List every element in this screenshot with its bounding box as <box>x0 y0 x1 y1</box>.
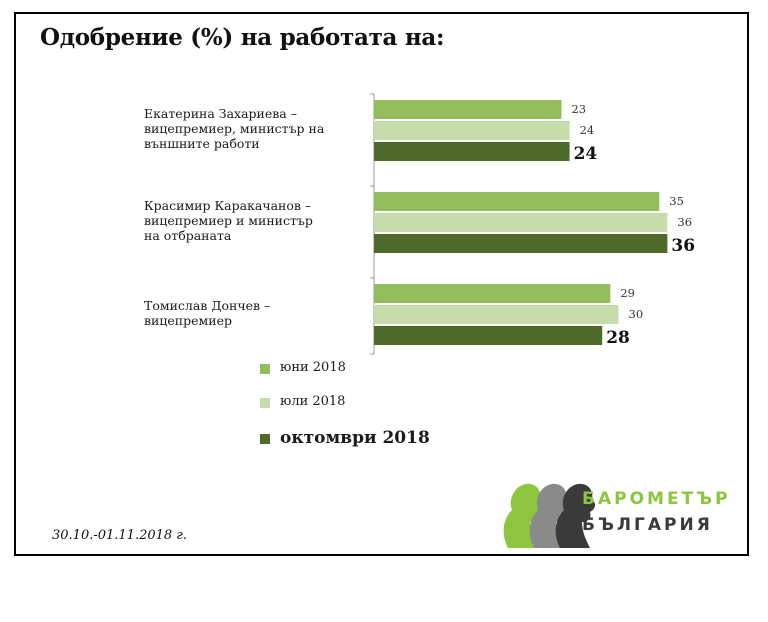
legend-label-1: юли 2018 <box>280 394 346 409</box>
bar-0-2 <box>374 142 570 161</box>
chart-title: Одобрение (%) на работата на: <box>40 24 445 51</box>
category-label-1: Красимир Каракачанов – вицепремиер и мини… <box>144 198 313 243</box>
bar-1-0 <box>374 192 660 211</box>
bar-1-1 <box>374 213 668 232</box>
data-label-1-1: 36 <box>677 215 692 229</box>
category-label-0: Екатерина Захариева – вицепремиер, минист… <box>144 106 325 151</box>
bar-chart: Екатерина Захариева – вицепремиер, минист… <box>144 93 695 355</box>
legend-swatch-1 <box>260 398 270 408</box>
bar-0-0 <box>374 100 562 119</box>
data-label-0-0: 23 <box>571 102 586 116</box>
barometer-bulgaria-logo: БАРОМЕТЪР БЪЛГАРИЯ <box>503 483 731 548</box>
category-label-2: Томислав Дончев – вицепремиер <box>144 298 270 328</box>
legend-label-0: юни 2018 <box>280 360 346 375</box>
data-label-0-1: 24 <box>580 123 595 137</box>
survey-date: 30.10.-01.11.2018 г. <box>52 528 188 543</box>
data-label-1-2: 36 <box>671 236 695 256</box>
data-label-2-2: 28 <box>606 328 630 348</box>
bar-0-1 <box>374 121 570 140</box>
bar-2-1 <box>374 305 619 324</box>
logo-heads-icon <box>503 483 596 548</box>
legend-swatch-2 <box>260 434 270 444</box>
legend-label-2: октомври 2018 <box>280 428 430 448</box>
logo-line1: БАРОМЕТЪР <box>582 489 731 509</box>
chart-frame: Одобрение (%) на работата на: Екатерина … <box>14 12 749 556</box>
bar-2-0 <box>374 284 611 303</box>
logo-line2: БЪЛГАРИЯ <box>582 515 713 535</box>
bar-1-2 <box>374 234 668 253</box>
bar-2-2 <box>374 326 603 345</box>
data-label-2-0: 29 <box>620 286 635 300</box>
data-label-0-2: 24 <box>574 144 598 164</box>
data-label-2-1: 30 <box>629 307 644 321</box>
legend-swatch-0 <box>260 364 270 374</box>
data-label-1-0: 35 <box>669 194 684 208</box>
